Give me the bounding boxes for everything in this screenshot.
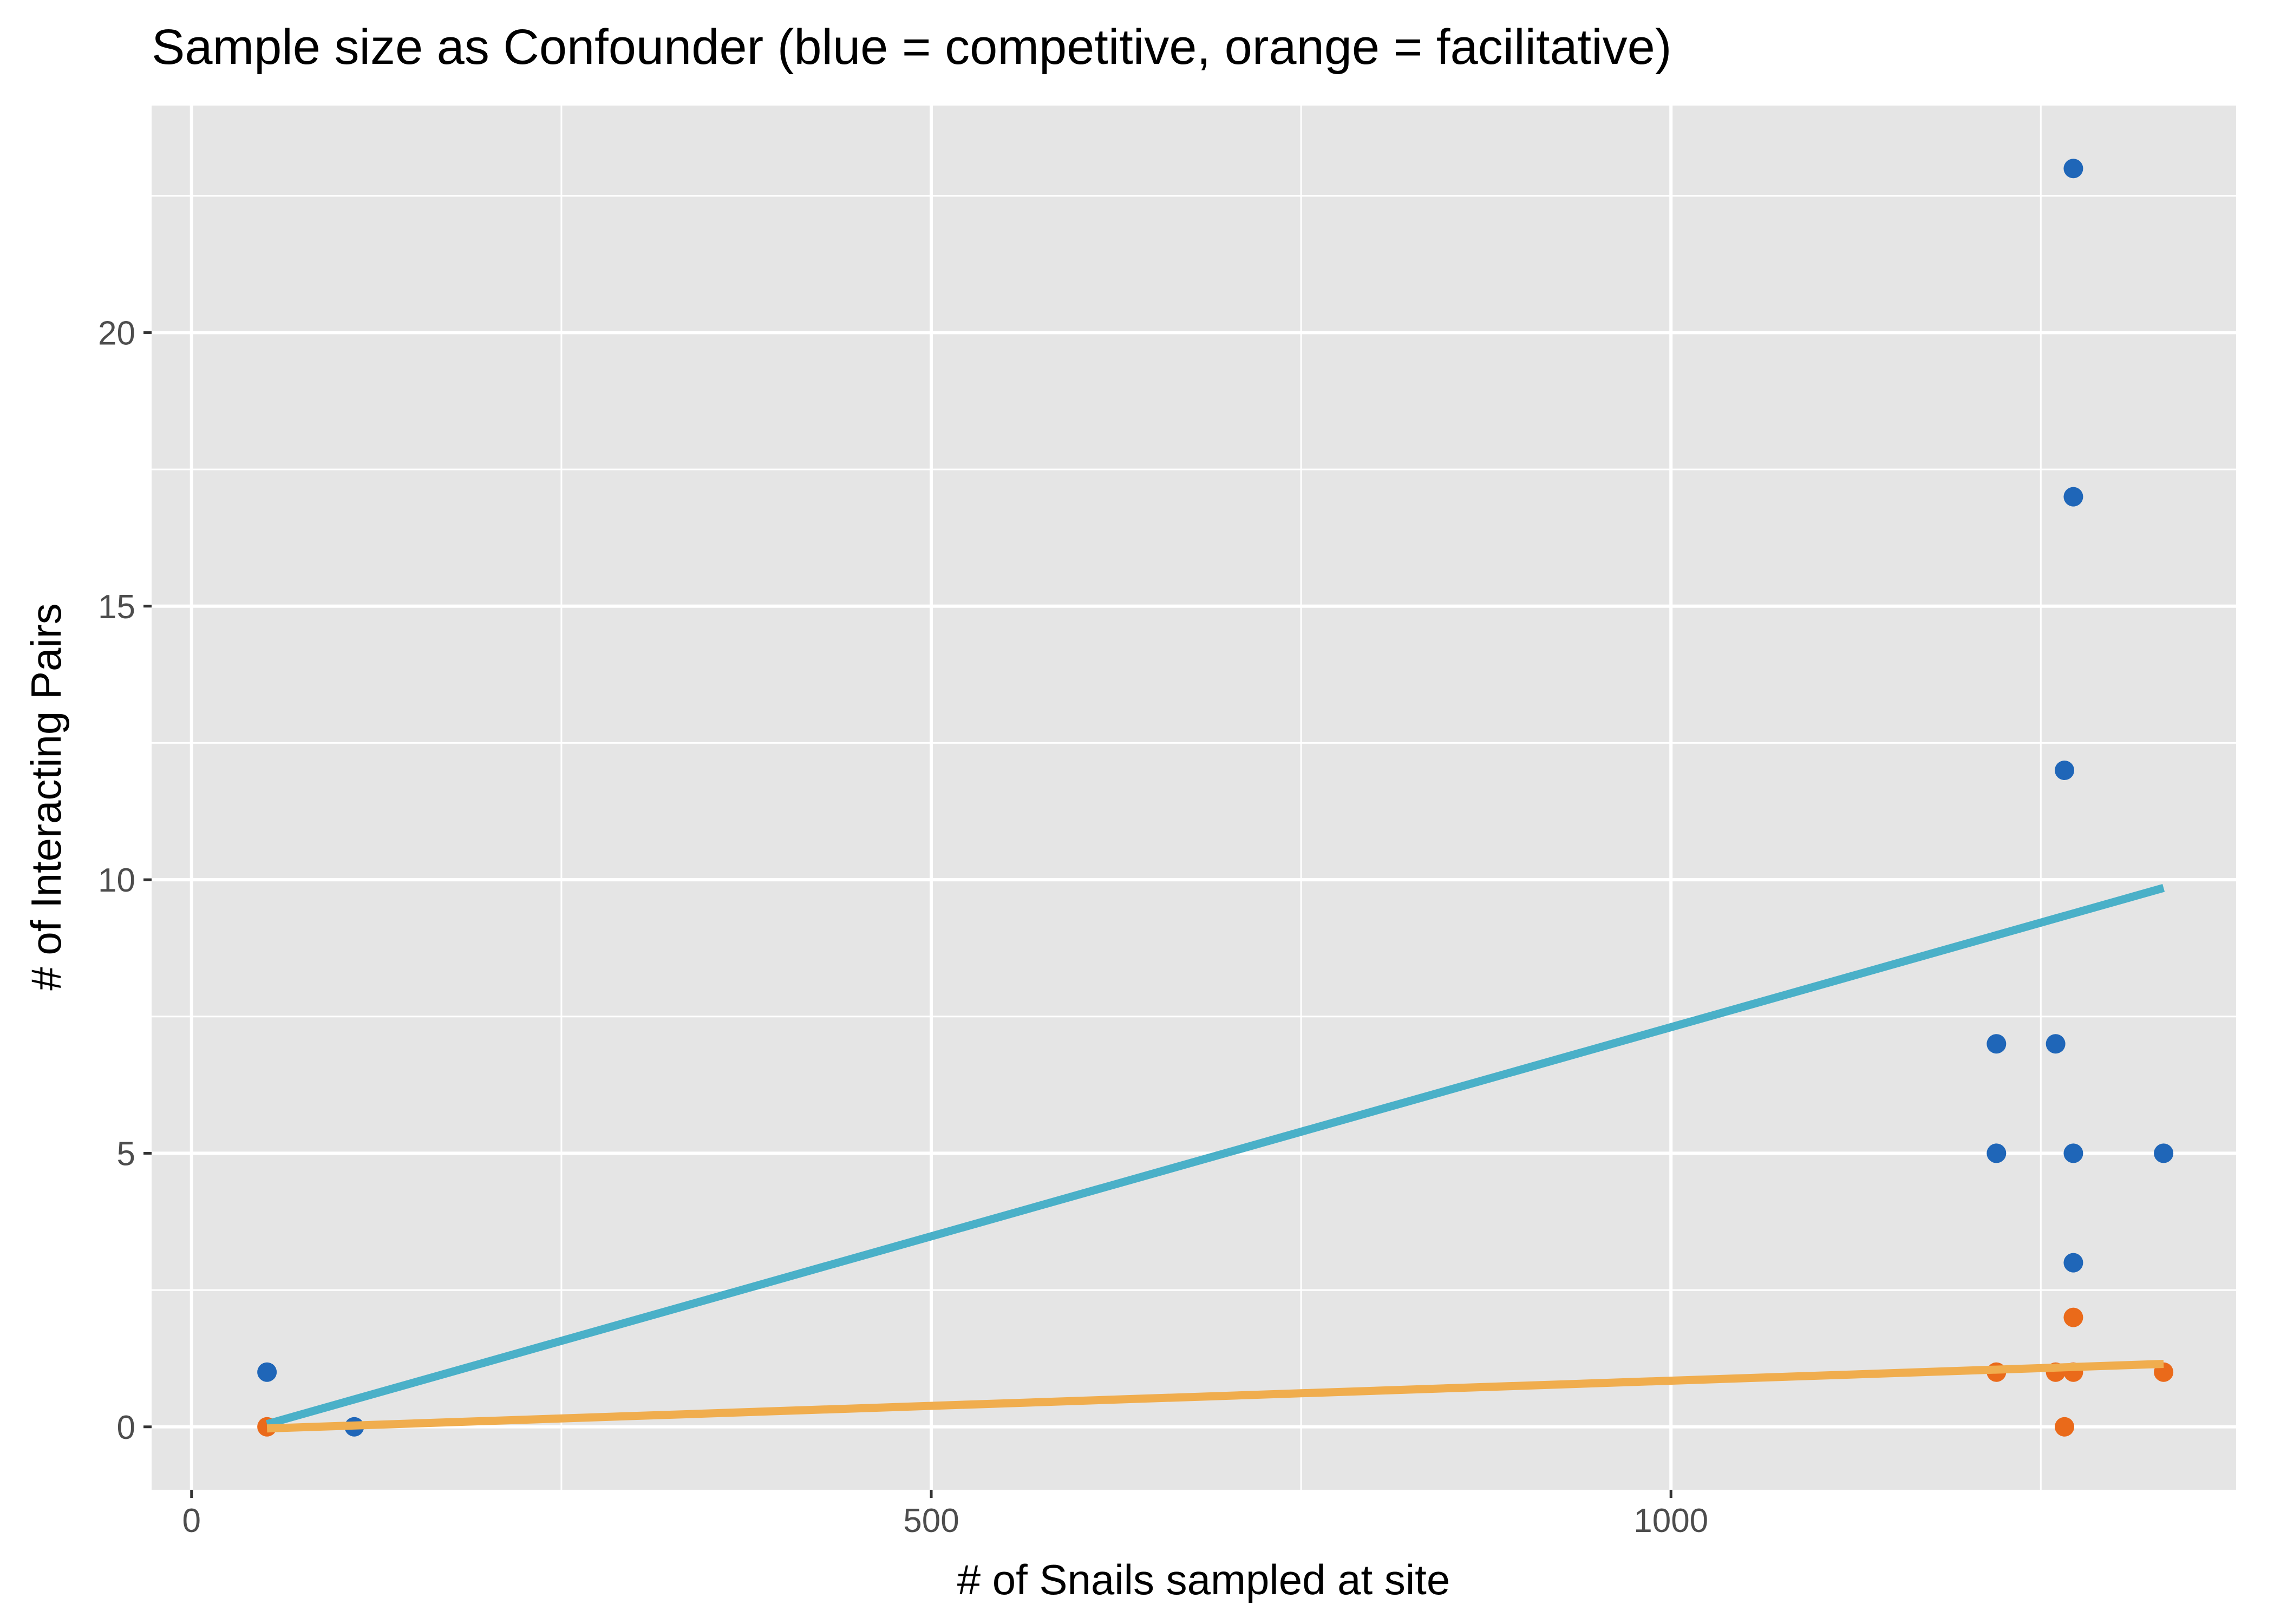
x-axis-title: # of Snails sampled at site <box>957 1556 1450 1603</box>
chart-title: Sample size as Confounder (blue = compet… <box>152 19 1671 75</box>
competitive-point <box>2063 1253 2083 1273</box>
competitive-point <box>2063 159 2083 179</box>
facilitative-point <box>2055 1417 2075 1437</box>
competitive-point <box>2063 1143 2083 1163</box>
competitive-point <box>2063 487 2083 507</box>
competitive-fit-line <box>266 884 2165 1428</box>
y-tick-label: 0 <box>117 1409 135 1446</box>
competitive-point <box>1987 1034 2007 1054</box>
y-tick-label: 15 <box>98 588 135 626</box>
facilitative-point <box>2063 1307 2083 1327</box>
y-tick-label: 5 <box>117 1135 135 1173</box>
x-tick-label: 500 <box>903 1502 959 1540</box>
competitive-point <box>1987 1143 2007 1163</box>
y-tick-label: 20 <box>98 315 135 352</box>
y-tick-label: 10 <box>98 862 135 899</box>
competitive-point <box>2055 760 2075 780</box>
competitive-point <box>2154 1143 2174 1163</box>
competitive-point <box>257 1362 277 1382</box>
x-tick-label: 1000 <box>1633 1502 1708 1540</box>
plot-area: 0 500 1000 0 5 10 15 20 <box>98 106 2236 1540</box>
facilitative-fit-line <box>266 1360 2164 1433</box>
competitive-point <box>2046 1034 2066 1054</box>
y-axis-title: # of Interacting Pairs <box>22 603 70 990</box>
x-tick-label: 0 <box>182 1502 201 1540</box>
plot-panel <box>152 106 2236 1490</box>
